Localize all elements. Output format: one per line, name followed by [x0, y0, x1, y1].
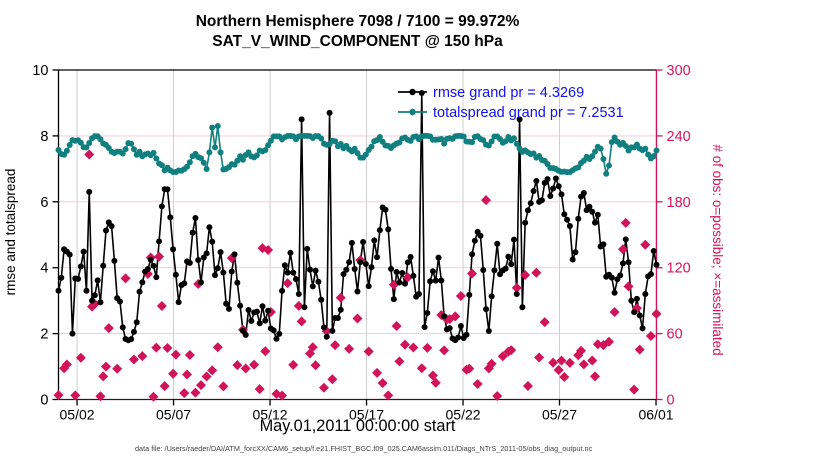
svg-text:300: 300 — [667, 63, 691, 79]
svg-text:180: 180 — [667, 195, 691, 211]
svg-text:05/07: 05/07 — [156, 407, 191, 423]
svg-text:rmse grand pr = 4.3269: rmse grand pr = 4.3269 — [433, 85, 584, 101]
svg-text:0: 0 — [40, 393, 48, 409]
svg-text:05/17: 05/17 — [349, 407, 384, 423]
svg-text:4: 4 — [40, 261, 48, 277]
svg-text:06/01: 06/01 — [638, 407, 673, 423]
svg-text:2: 2 — [40, 327, 48, 343]
svg-text:10: 10 — [32, 63, 48, 79]
svg-text:totalspread grand pr = 7.2531: totalspread grand pr = 7.2531 — [433, 105, 624, 121]
svg-text:05/22: 05/22 — [446, 407, 481, 423]
svg-text:60: 60 — [667, 327, 683, 343]
svg-text:05/12: 05/12 — [253, 407, 288, 423]
svg-text:240: 240 — [667, 129, 691, 145]
svg-text:05/02: 05/02 — [60, 407, 95, 423]
svg-text:120: 120 — [667, 261, 691, 277]
svg-text:6: 6 — [40, 195, 48, 211]
svg-text:05/27: 05/27 — [542, 407, 577, 423]
svg-text:8: 8 — [40, 129, 48, 145]
